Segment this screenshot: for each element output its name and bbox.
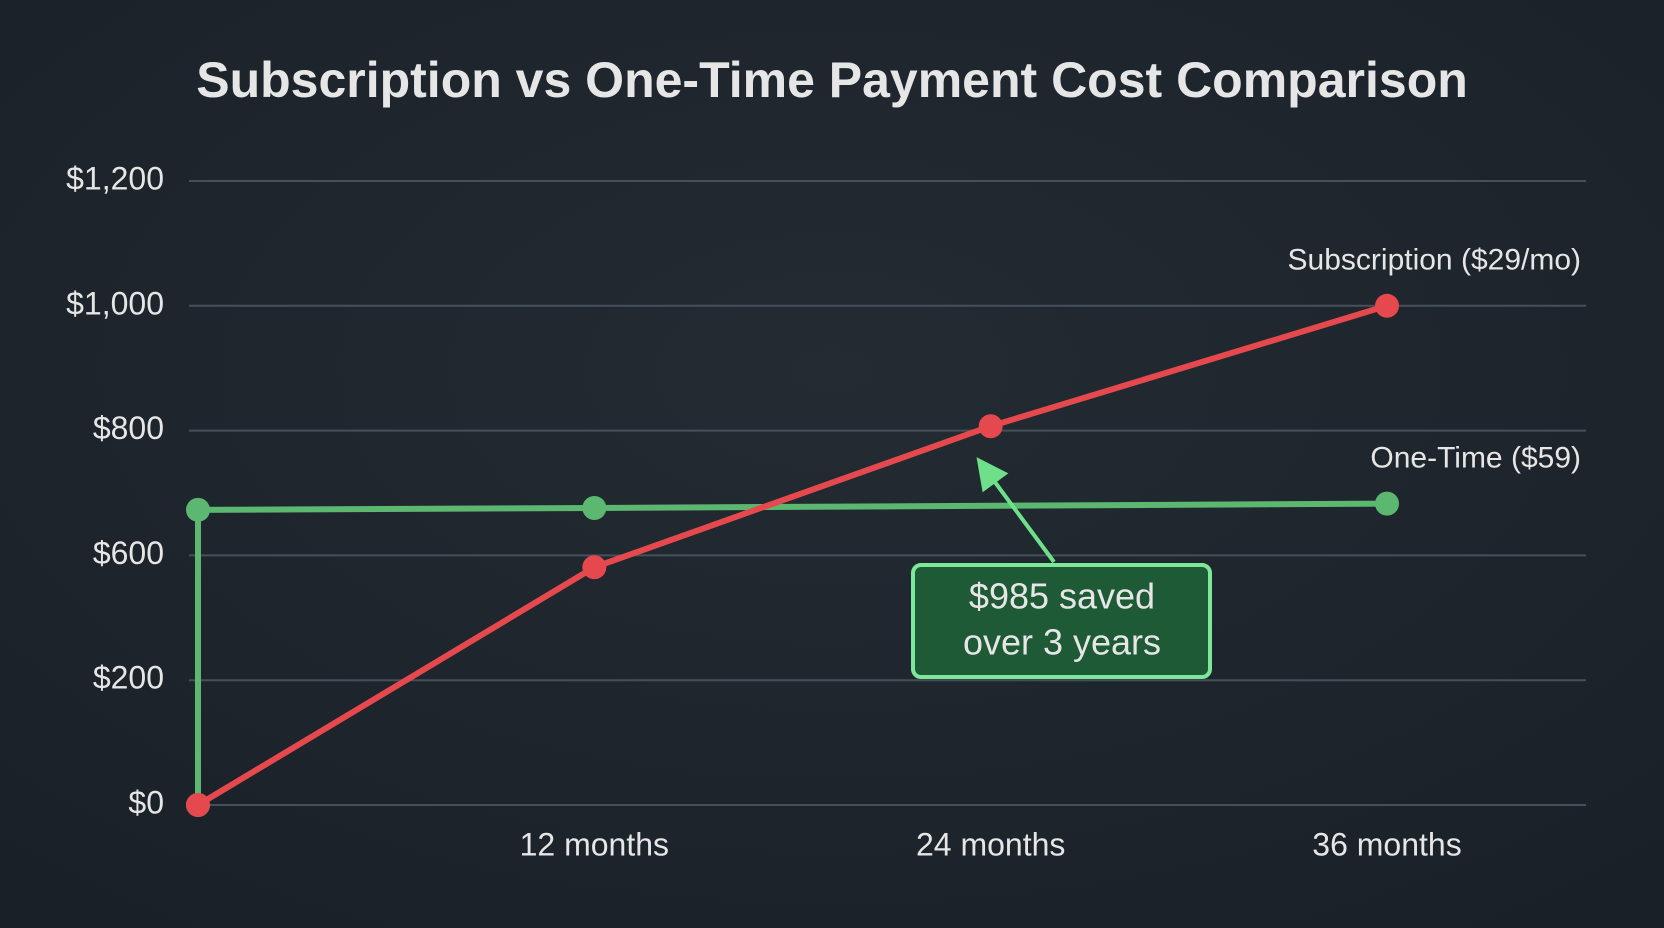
x-tick-label: 24 months	[916, 826, 1065, 862]
y-tick-label: $1,000	[66, 285, 164, 321]
data-point	[186, 497, 210, 522]
y-tick-label: $1,200	[66, 160, 164, 196]
series-line	[196, 302, 1388, 808]
data-point	[1375, 293, 1399, 318]
series-label: Subscription ($29/mo)	[1288, 244, 1581, 277]
y-tick-label: $0	[128, 784, 164, 820]
y-tick-label: $800	[93, 410, 164, 446]
series-line	[195, 500, 1388, 805]
grid: $0 $200 $600 $800 $1,000 $1,200 12 months 24 mo…	[66, 160, 1586, 862]
data-point	[582, 495, 607, 520]
annotation-text: over 3 years	[963, 622, 1161, 663]
series-label: One-Time ($59)	[1370, 442, 1581, 475]
x-tick-label: 12 months	[520, 826, 669, 862]
y-tick-label: $600	[93, 535, 164, 571]
annotation-box	[911, 563, 1212, 679]
data-point	[186, 793, 210, 817]
data-point	[1375, 491, 1399, 516]
annotation-text: $985 saved	[969, 576, 1155, 617]
y-tick-label: $200	[93, 660, 164, 696]
chart-title: Subscription vs One-Time Payment Cost Co…	[196, 52, 1468, 108]
data-point	[582, 555, 607, 580]
x-tick-label: 36 months	[1312, 826, 1461, 862]
plot: One-Time ($59) Subscription ($29/mo)	[186, 244, 1581, 817]
annotation-arrow	[976, 457, 1056, 564]
data-point	[978, 414, 1003, 439]
